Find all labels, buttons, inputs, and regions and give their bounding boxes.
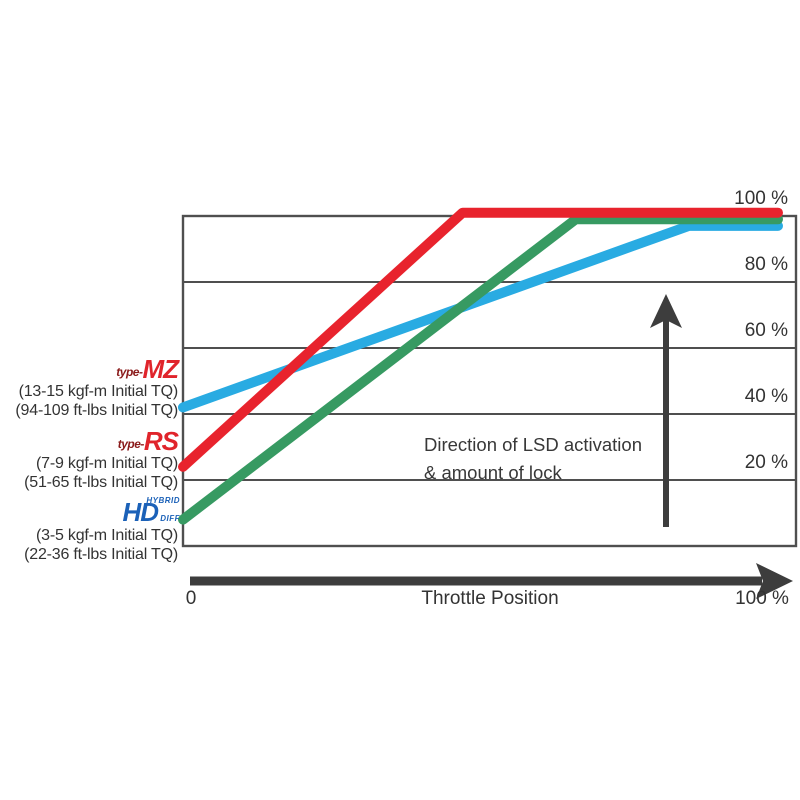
series-line-type-mz <box>178 220 783 413</box>
y-tick-label-40: 40 % <box>744 386 788 407</box>
x-tick-100: 100 % <box>735 588 789 609</box>
hd-logo-hybrid-text: HYBRID <box>146 496 180 505</box>
throttle-axis-arrow-icon <box>190 563 793 599</box>
y-tick-label-80: 80 % <box>744 254 788 275</box>
hd-logo-diff-text: DIFF <box>160 514 180 523</box>
type-rs-torque-ftlbs: (51-65 ft-lbs Initial TQ) <box>24 474 178 491</box>
hd-logo-wrap: HD HYBRID DIFF <box>24 490 180 527</box>
annotation-line-1: Direction of LSD activation <box>424 434 642 455</box>
hd-torque-kgfm: (3-5 kgf-m Initial TQ) <box>36 527 178 544</box>
series-line-type-rs <box>178 207 783 472</box>
y-tick-label-20: 20 % <box>744 452 788 473</box>
series-line-hd-hybrid <box>178 214 783 525</box>
annotation-lsd-direction: Direction of LSD activation & amount of … <box>424 431 642 487</box>
type-mz-logo: type- MZ <box>15 350 179 384</box>
x-axis-title: Throttle Position <box>421 588 559 609</box>
hd-logo-main: HD <box>122 497 159 527</box>
legend-type-rs: type- RS (7-9 kgf-m Initial TQ) (51-65 ft… <box>24 422 179 492</box>
type-rs-torque-kgfm: (7-9 kgf-m Initial TQ) <box>36 455 178 472</box>
lock-direction-arrow-icon <box>650 294 682 527</box>
type-mz-logo-prefix: type- <box>116 365 143 379</box>
type-mz-torque-ftlbs: (94-109 ft-lbs Initial TQ) <box>15 402 178 419</box>
type-rs-logo-prefix: type- <box>117 437 145 451</box>
y-tick-label-100: 100 % <box>734 188 788 209</box>
series-lines-group <box>178 207 783 525</box>
type-rs-logo-main: RS <box>143 426 179 456</box>
type-mz-torque-kgfm: (13-15 kgf-m Initial TQ) <box>18 383 179 400</box>
type-rs-logo: type- RS <box>24 422 179 456</box>
hd-torque-ftlbs: (22-36 ft-lbs Initial TQ) <box>24 546 178 563</box>
type-mz-logo-main: MZ <box>142 354 179 384</box>
hd-hybrid-diff-logo: HD HYBRID DIFF <box>122 496 180 527</box>
x-tick-0: 0 <box>185 588 197 609</box>
legend-type-mz: type- MZ (13-15 kgf-m Initial TQ) (94-109… <box>15 350 179 420</box>
y-tick-label-60: 60 % <box>744 320 788 341</box>
legend-hd-hybrid: HD HYBRID DIFF (3-5 kgf-m Initial TQ) (2… <box>24 490 180 564</box>
annotation-line-2: & amount of lock <box>424 462 562 483</box>
